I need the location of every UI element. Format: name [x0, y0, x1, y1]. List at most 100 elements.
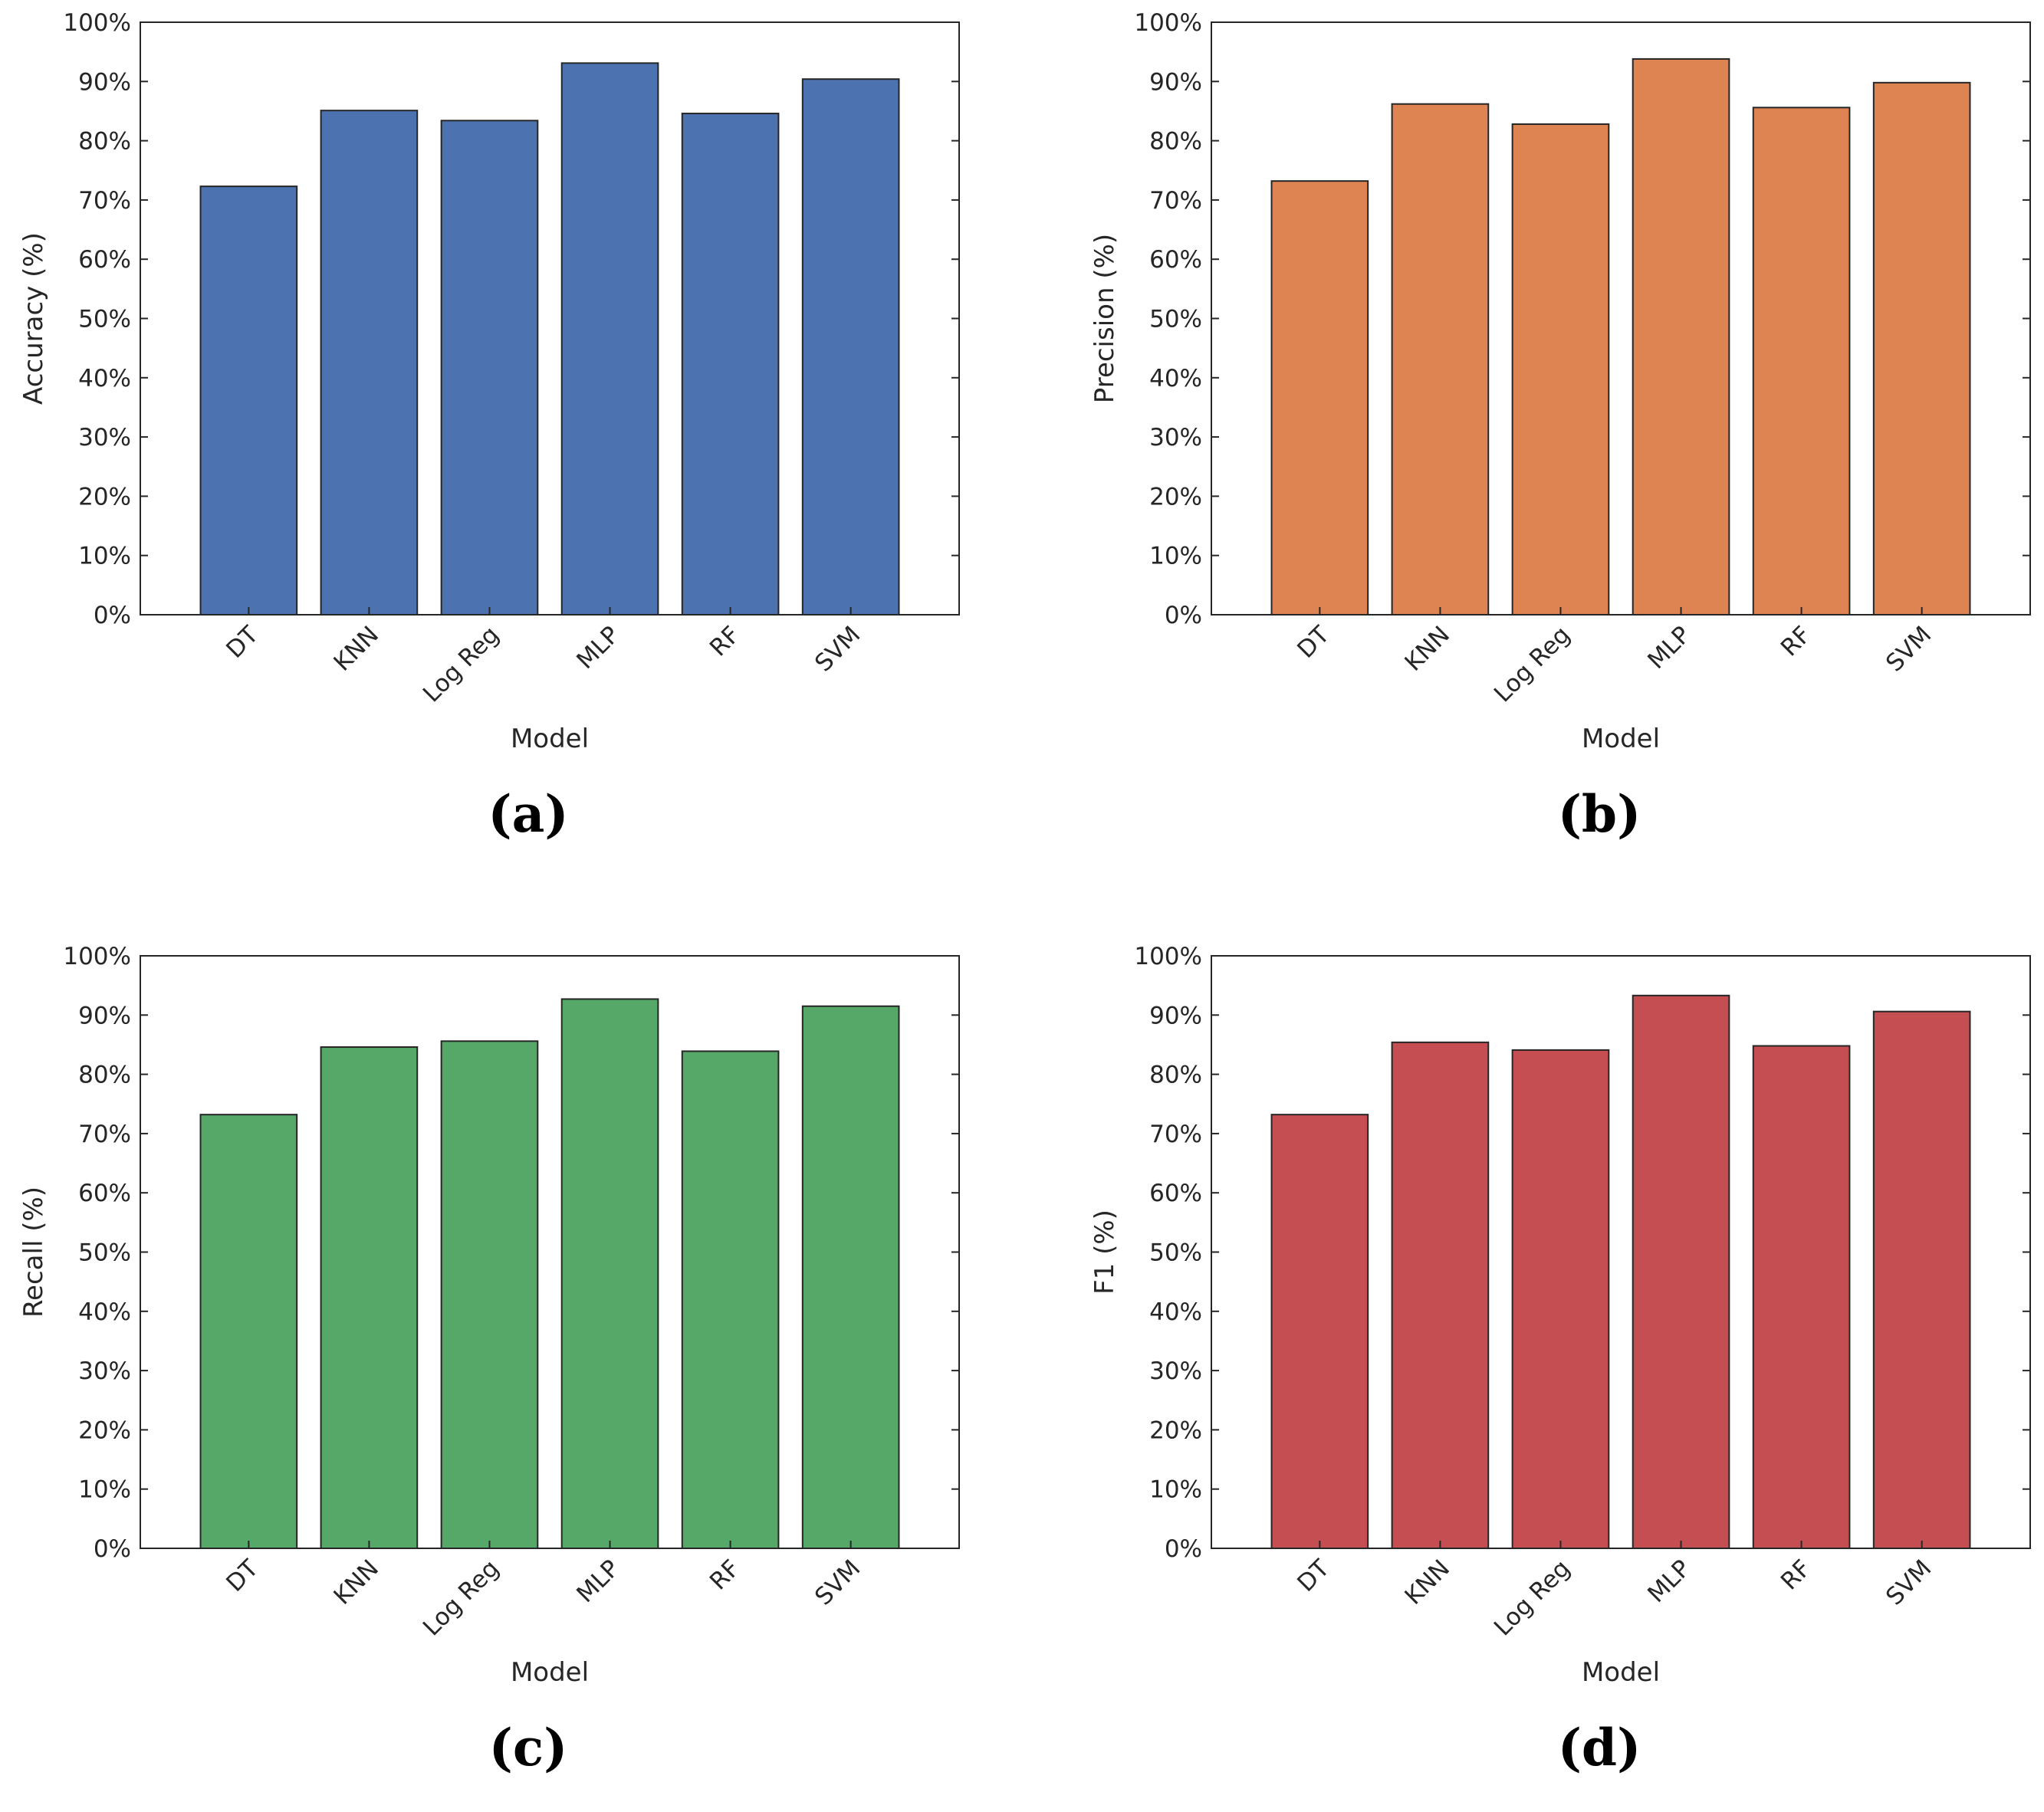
x-tick-label: KNN [328, 621, 384, 677]
bar-mlp [1632, 57, 1730, 615]
y-tick-label: 70% [78, 187, 131, 215]
y-tick-label: 90% [1149, 68, 1202, 96]
y-tick-label: 40% [1149, 1298, 1202, 1326]
x-tick-label: SVM [810, 621, 866, 677]
y-tick-label: 100% [1134, 9, 1202, 37]
x-axis-label: Model [511, 724, 589, 754]
y-tick-label: 40% [1149, 365, 1202, 392]
panel-label: (b) [1558, 784, 1641, 844]
y-tick-label: 60% [1149, 246, 1202, 274]
x-tick-label: Log Reg [1489, 1554, 1576, 1641]
x-tick-label: KNN [1399, 1554, 1455, 1610]
y-tick-label: 50% [1149, 306, 1202, 333]
bar-dt [199, 1114, 298, 1549]
bar-mlp [560, 998, 659, 1549]
y-tick-label: 80% [78, 128, 131, 156]
bar-knn [1391, 1041, 1490, 1550]
bar-svm [801, 1005, 900, 1549]
x-tick-label: KNN [328, 1554, 384, 1610]
y-tick-label: 50% [1149, 1239, 1202, 1267]
x-tick-label: DT [221, 620, 264, 663]
y-tick-label: 40% [78, 365, 131, 392]
x-axis-label: Model [1582, 724, 1660, 754]
x-tick-label: RF [705, 1554, 745, 1595]
bar-svm [801, 78, 900, 615]
panel-label: (a) [488, 784, 568, 844]
bar-mlp [1632, 994, 1730, 1549]
bar-log-reg [440, 1040, 539, 1549]
y-tick-label: 30% [1149, 1357, 1202, 1385]
y-tick-label: 20% [1149, 1416, 1202, 1444]
y-tick-label: 70% [1149, 187, 1202, 215]
y-tick-label: 30% [78, 424, 131, 451]
y-tick-label: 20% [1149, 483, 1202, 510]
y-tick-label: 80% [1149, 1062, 1202, 1089]
y-tick-label: 100% [1134, 943, 1202, 970]
x-tick-label: Log Reg [418, 1554, 504, 1641]
bar-svm [1872, 81, 1971, 615]
y-tick-label: 90% [1149, 1002, 1202, 1029]
y-tick-label: 70% [78, 1121, 131, 1148]
y-tick-label: 70% [1149, 1121, 1202, 1148]
panel-label: (d) [1558, 1718, 1641, 1778]
bar-rf [1752, 107, 1851, 615]
bar-svm [1872, 1010, 1971, 1549]
x-tick-label: KNN [1399, 621, 1455, 677]
y-tick-label: 0% [94, 1535, 131, 1563]
chart-panel-3: 0% 10% 20% 30% 40% 50% 60% 70% 80% 90% 100% DT KNN Lo… [18, 943, 960, 1778]
bar-knn [320, 110, 419, 615]
y-tick-label: 60% [1149, 1180, 1202, 1207]
y-tick-label: 10% [78, 1476, 131, 1504]
x-tick-label: DT [1292, 620, 1335, 663]
y-tick-label: 10% [78, 543, 131, 570]
y-tick-label: 60% [78, 246, 131, 274]
x-tick-label: RF [1776, 621, 1816, 661]
y-tick-label: 50% [78, 306, 131, 333]
y-tick-label: 0% [1165, 1535, 1202, 1563]
y-tick-label: 10% [1149, 1476, 1202, 1504]
bar-log-reg [1511, 123, 1610, 615]
x-tick-label: MLP [1642, 621, 1696, 675]
y-axis-label: Precision (%) [1089, 234, 1120, 403]
x-tick-label: MLP [571, 1554, 625, 1608]
y-tick-label: 90% [78, 68, 131, 96]
y-tick-label: 100% [63, 9, 131, 37]
y-axis-label: Recall (%) [18, 1187, 49, 1318]
panel-label: (c) [489, 1718, 568, 1778]
x-tick-label: Log Reg [1489, 621, 1576, 707]
x-tick-label: SVM [1881, 1554, 1937, 1610]
bar-rf [681, 1050, 780, 1549]
y-tick-label: 30% [78, 1357, 131, 1385]
x-tick-label: RF [705, 621, 745, 661]
x-tick-label: DT [221, 1554, 264, 1597]
y-tick-label: 20% [78, 483, 131, 510]
y-axis-label: F1 (%) [1089, 1210, 1120, 1295]
x-tick-label: SVM [1881, 621, 1937, 677]
y-tick-label: 80% [78, 1062, 131, 1089]
y-tick-label: 40% [78, 1298, 131, 1326]
chart-panel-2: 0% 10% 20% 30% 40% 50% 60% 70% 80% 90% 100% DT KNN Lo… [1089, 9, 2031, 844]
bar-knn [320, 1046, 419, 1549]
x-tick-label: MLP [1642, 1554, 1696, 1608]
y-tick-label: 30% [1149, 424, 1202, 451]
y-tick-label: 80% [1149, 128, 1202, 156]
bar-log-reg [440, 120, 539, 615]
bar-rf [681, 113, 780, 616]
y-tick-label: 50% [78, 1239, 131, 1267]
x-axis-label: Model [511, 1657, 589, 1688]
y-tick-label: 20% [78, 1416, 131, 1444]
bar-rf [1752, 1045, 1851, 1549]
y-axis-label: Accuracy (%) [18, 232, 49, 405]
chart-panel-1: 0% 10% 20% 30% 40% 50% 60% 70% 80% 90% 100% DT KNN Lo… [18, 9, 960, 844]
y-tick-label: 0% [94, 602, 131, 629]
x-tick-label: RF [1776, 1554, 1816, 1595]
bar-dt [1270, 180, 1369, 615]
bar-dt [1270, 1114, 1369, 1549]
y-tick-label: 100% [63, 943, 131, 970]
chart-panel-4: 0% 10% 20% 30% 40% 50% 60% 70% 80% 90% 100% DT KNN Lo… [1089, 943, 2031, 1778]
y-tick-label: 60% [78, 1180, 131, 1207]
y-tick-label: 0% [1165, 602, 1202, 629]
bar-log-reg [1511, 1049, 1610, 1549]
